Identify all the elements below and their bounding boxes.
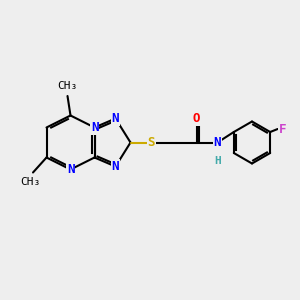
Text: CH₃: CH₃ — [57, 82, 78, 92]
Text: N: N — [112, 160, 119, 173]
Text: N: N — [91, 121, 98, 134]
Text: N: N — [112, 112, 119, 125]
Text: S: S — [148, 136, 155, 149]
Text: F: F — [278, 122, 286, 136]
Text: N: N — [67, 163, 74, 176]
Text: N: N — [214, 136, 221, 149]
Text: O: O — [193, 112, 200, 125]
Text: CH₃: CH₃ — [20, 177, 40, 187]
Text: H: H — [214, 155, 221, 166]
